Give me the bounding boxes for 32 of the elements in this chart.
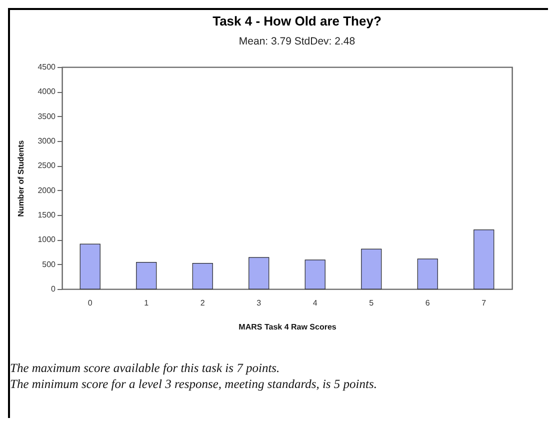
- y-tick-label: 2000: [38, 186, 56, 195]
- y-tick-label: 4500: [38, 62, 56, 72]
- x-tick-label: 1: [144, 298, 150, 308]
- x-tick-label: 5: [369, 298, 374, 308]
- x-tick-label: 0: [88, 298, 93, 308]
- chart-subtitle: Mean: 3.79 StdDev: 2.48: [238, 36, 356, 48]
- bar: [248, 257, 270, 290]
- bar: [474, 230, 494, 290]
- bar: [304, 260, 326, 290]
- y-tick-label: 500: [42, 260, 56, 269]
- bar: [136, 262, 157, 290]
- chart-title: Task 4 - How Old are They?: [212, 14, 382, 28]
- y-tick-label: 0: [51, 284, 56, 294]
- y-tick-label: 2500: [38, 161, 56, 170]
- bar: [192, 263, 213, 290]
- x-tick-label: 3: [256, 298, 262, 308]
- y-axis-title: Number of Students: [16, 140, 26, 217]
- x-tick-label: 6: [425, 298, 430, 308]
- bar: [417, 258, 438, 290]
- x-axis-title: MARS Task 4 Raw Scores: [238, 322, 337, 332]
- y-tick-label: 1500: [38, 210, 56, 220]
- x-tick-label: 4: [312, 298, 318, 308]
- y-tick-label: 3000: [38, 136, 56, 146]
- bar: [361, 248, 382, 290]
- text: The maximum score available for this task is 7 points.: [10, 360, 281, 376]
- bar: [80, 244, 100, 290]
- x-tick-label: 2: [200, 298, 206, 308]
- y-tick-label: 1000: [38, 235, 56, 244]
- y-tick-label: 3500: [38, 112, 56, 121]
- x-tick-label: 7: [482, 298, 487, 308]
- y-tick-label: 4000: [38, 87, 56, 96]
- text: The minimum score for a level 3 response, meeting standards, is 5 points.: [10, 376, 377, 392]
